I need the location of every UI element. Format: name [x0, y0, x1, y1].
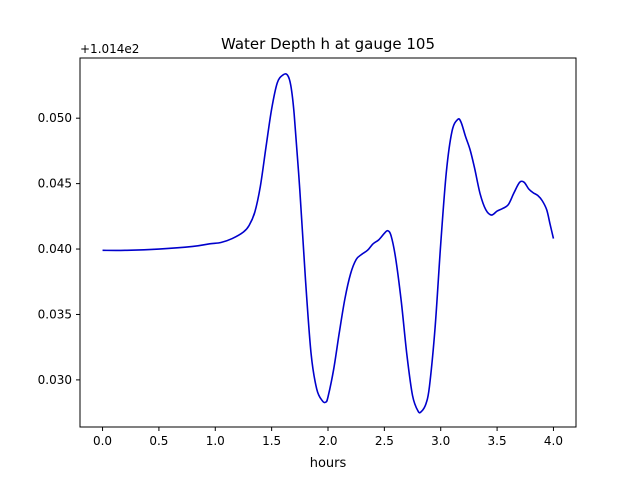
axes-frame — [79, 57, 577, 428]
x-axis-label: hours — [310, 456, 347, 471]
y-offset-label: +1.014e2 — [80, 42, 139, 56]
plot-content — [102, 73, 555, 414]
x-tick-label: 0.0 — [93, 434, 112, 448]
x-tick-label: 1.5 — [262, 434, 281, 448]
y-tick-label: 0.040 — [38, 242, 72, 256]
series-line-0 — [102, 73, 555, 414]
y-axis: 0.030 0.035 0.040 0.045 0.050 — [38, 111, 80, 387]
x-tick-label: 3.5 — [488, 434, 507, 448]
x-tick-label: 3.0 — [431, 434, 450, 448]
x-tick-label: 0.5 — [149, 434, 168, 448]
x-tick-label: 1.0 — [206, 434, 225, 448]
y-tick-label: 0.045 — [38, 177, 72, 191]
x-tick-label: 4.0 — [544, 434, 563, 448]
y-tick-label: 0.030 — [38, 373, 72, 387]
y-tick-label: 0.050 — [38, 111, 72, 125]
x-tick-label: 2.0 — [318, 434, 337, 448]
y-tick-label: 0.035 — [38, 307, 72, 321]
x-tick-label: 2.5 — [375, 434, 394, 448]
chart-title: Water Depth h at gauge 105 — [221, 35, 435, 53]
x-axis: 0.0 0.5 1.0 1.5 2.0 2.5 3.0 3.5 4.0 — [93, 427, 563, 448]
